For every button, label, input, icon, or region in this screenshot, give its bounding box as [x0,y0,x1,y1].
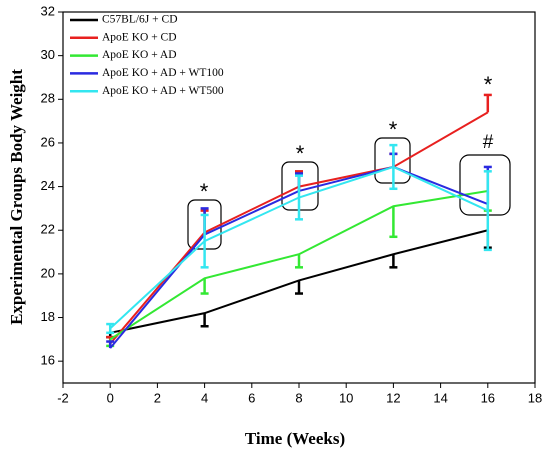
legend-label: ApoE KO + AD + WT500 [102,85,224,97]
y-axis-label: Experimental Groups Body Weight [7,69,26,325]
annotation: * [389,117,398,142]
y-tick-label: 20 [41,265,55,280]
x-axis-label: Time (Weeks) [245,429,345,448]
series-line [109,165,489,330]
x-tick-label: 16 [481,390,495,405]
x-tick-label: 2 [154,390,161,405]
legend-label: C57BL/6J + CD [102,14,178,26]
x-tick-label: 0 [107,390,114,405]
y-tick-label: 16 [41,353,55,368]
annotation: # [483,132,494,153]
y-tick-label: 18 [41,309,55,324]
x-tick-label: 12 [386,390,400,405]
series-line [109,229,489,334]
highlight-box [459,154,511,216]
series-line [109,189,488,341]
legend-label: ApoE KO + CD [102,31,177,43]
x-tick-label: 4 [201,390,208,405]
x-tick-label: -2 [57,390,69,405]
y-tick-label: 22 [41,222,55,237]
y-tick-label: 24 [41,178,55,193]
y-tick-label: 32 [41,3,55,18]
annotation: * [484,72,493,97]
y-tick-label: 28 [41,91,55,106]
legend-label: ApoE KO + AD [102,49,177,61]
x-tick-label: 10 [339,390,353,405]
x-tick-label: 18 [528,390,542,405]
annotation: * [200,179,209,204]
y-tick-label: 26 [41,134,55,149]
x-tick-label: 14 [433,390,447,405]
x-tick-label: 6 [248,390,255,405]
x-tick-label: 8 [295,390,302,405]
y-tick-label: 30 [41,47,55,62]
legend-label: ApoE KO + AD + WT100 [102,67,224,79]
annotation: * [296,141,305,166]
